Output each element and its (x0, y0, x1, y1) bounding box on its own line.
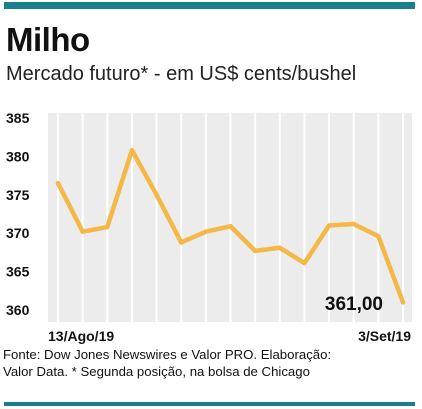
data-point (154, 192, 159, 197)
data-point (326, 223, 332, 228)
y-tick-label: 370 (6, 225, 30, 241)
y-tick-label: 375 (6, 187, 30, 203)
top-accent-bar (4, 2, 415, 9)
data-point (400, 300, 406, 305)
y-tick-label: 380 (6, 148, 30, 164)
data-point (80, 229, 85, 234)
data-point (129, 148, 135, 153)
data-point (252, 248, 258, 254)
source-note-line-1: Fonte: Dow Jones Newswires e Valor PRO. … (3, 347, 332, 362)
last-value-label: 361,00 (325, 294, 383, 315)
y-axis-ticks: 385 380 375 370 365 360 (6, 110, 30, 318)
source-note-line-2: Valor Data. * Segunda posição, na bolsa … (3, 364, 310, 379)
data-point (179, 240, 184, 245)
bottom-accent-bar (4, 402, 415, 406)
x-axis-ticks: 13/Ago/19 3/Set/19 (48, 328, 411, 344)
annotation-layer: 361,00 (325, 294, 383, 315)
data-point (277, 245, 282, 250)
data-point (302, 260, 307, 266)
series-layer (55, 148, 406, 305)
source-note: Fonte: Dow Jones Newswires e Valor PRO. … (3, 346, 415, 380)
chart-subtitle: Mercado futuro* - em US$ cents/bushel (6, 63, 357, 85)
chart-title: Milho (6, 21, 90, 58)
data-point (105, 224, 110, 230)
data-point (55, 181, 61, 186)
y-tick-label: 385 (6, 110, 30, 126)
data-point (203, 229, 209, 234)
x-tick-label: 3/Set/19 (358, 328, 411, 344)
data-point (351, 221, 356, 227)
vertical-grid (57, 113, 404, 322)
line-chart: 385 380 375 370 365 360 361,00 13/Ago/19 3/Set… (6, 110, 412, 344)
data-point (376, 234, 381, 239)
y-tick-label: 360 (6, 302, 30, 318)
y-tick-label: 365 (6, 264, 30, 280)
data-point (228, 224, 233, 229)
x-tick-label: 13/Ago/19 (48, 328, 114, 344)
